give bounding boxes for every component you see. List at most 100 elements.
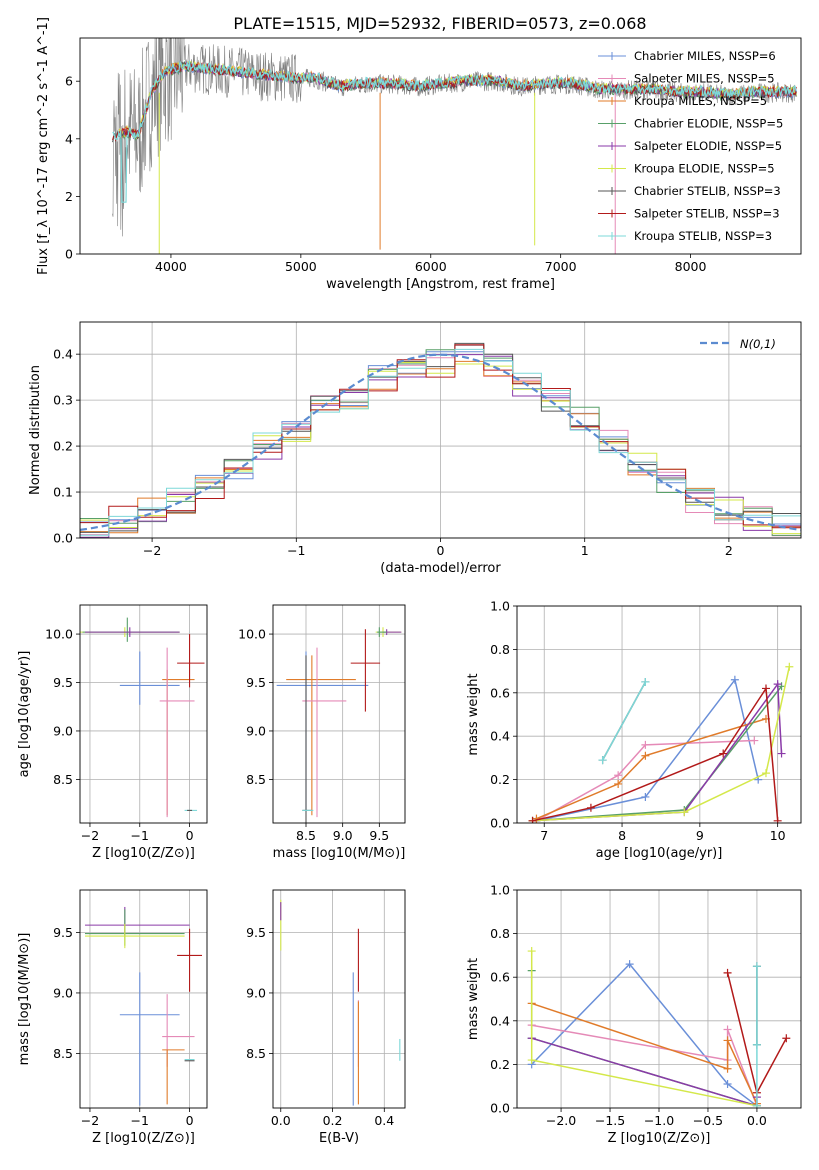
x-tick-label: 0 xyxy=(437,543,445,558)
data-point xyxy=(614,779,623,788)
x-tick-label: 7000 xyxy=(545,259,577,274)
data-point xyxy=(730,675,739,684)
y-tick-label: 0.4 xyxy=(490,729,510,744)
x-tick-label: 0 xyxy=(186,1113,194,1128)
series-kroupa-miles xyxy=(531,1002,758,1104)
x-tick-label: 8 xyxy=(618,828,626,843)
legend-label-gaussian: N(0,1) xyxy=(740,337,776,351)
y-tick-label: 8.5 xyxy=(53,772,73,787)
y-tick-label: 0.2 xyxy=(53,439,73,454)
y-tick-label: 9.5 xyxy=(53,675,73,690)
data-point xyxy=(752,1040,761,1049)
data-point xyxy=(785,662,794,671)
x-tick-label: 0 xyxy=(186,828,194,843)
x-tick-label: −2.0 xyxy=(546,1113,576,1128)
legend-label: Kroupa MILES, NSSP=5 xyxy=(634,94,767,108)
y-axis-label: mass weight xyxy=(466,673,481,755)
x-tick-label: 0.2 xyxy=(323,1113,343,1128)
plot-area xyxy=(273,605,405,823)
data-point xyxy=(777,749,786,758)
series-kroupa-stelib xyxy=(601,681,647,761)
data-point xyxy=(773,680,782,689)
y-tick-label: 0.2 xyxy=(490,772,510,787)
y-axis-label: mass weight xyxy=(466,958,481,1040)
y-tick-label: 0.2 xyxy=(490,1057,510,1072)
plot-area xyxy=(273,890,405,1108)
y-tick-label: 8.5 xyxy=(53,1046,73,1061)
y-axis-label: age [log10(age/yr)] xyxy=(17,651,32,778)
y-tick-label: 0.0 xyxy=(490,1101,510,1116)
x-tick-label: 7 xyxy=(540,828,548,843)
series-salpeter-miles xyxy=(531,1024,758,1107)
legend-label: Salpeter ELODIE, NSSP=5 xyxy=(634,139,782,153)
x-tick-label: 10 xyxy=(770,828,786,843)
x-axis-label: Z [log10(Z/Z⊙)] xyxy=(92,1131,195,1146)
legend-label: Chabrier ELODIE, NSSP=5 xyxy=(634,117,783,131)
y-tick-label: 0.0 xyxy=(490,816,510,831)
x-tick-label: 6000 xyxy=(415,259,447,274)
data-point xyxy=(719,749,728,758)
x-axis-label: Z [log10(Z/Z⊙)] xyxy=(92,846,195,861)
data-point xyxy=(761,684,770,693)
x-axis-label: Z [log10(Z/Z⊙)] xyxy=(608,1131,711,1146)
data-point xyxy=(752,962,761,971)
data-point xyxy=(752,1101,761,1108)
y-tick-label: 10.0 xyxy=(45,627,73,642)
data-point xyxy=(641,740,650,749)
axes-frame xyxy=(79,889,208,1109)
x-tick-label: −1 xyxy=(131,1113,149,1128)
x-axis-label: (data-model)/error xyxy=(380,561,501,576)
x-tick-label: −1 xyxy=(131,828,149,843)
axes-frame xyxy=(79,37,802,255)
series-chabrier-elodie xyxy=(530,970,758,1107)
x-tick-label: 0.0 xyxy=(271,1113,291,1128)
axes-frame xyxy=(79,604,208,824)
legend-label: Salpeter MILES, NSSP=5 xyxy=(634,72,775,86)
axes-frame xyxy=(272,889,406,1109)
x-axis-label: E(B-V) xyxy=(319,1131,359,1146)
weight-vs-metallicity-panel: −2.0 −1.5 −1.0 −0.5 0.0 0.0 0.2 0.4 0.6 0.8 1.0 Z [… xyxy=(466,883,802,1146)
data-point xyxy=(680,808,689,817)
data-point xyxy=(598,756,607,765)
x-axis-label: wavelength [Angstrom, rest frame] xyxy=(326,277,555,292)
legend-label: Kroupa ELODIE, NSSP=5 xyxy=(634,162,775,176)
data-point xyxy=(723,1025,732,1034)
y-tick-label: 10.0 xyxy=(238,627,266,642)
x-tick-label: −2 xyxy=(143,543,161,558)
x-tick-label: 8000 xyxy=(675,259,707,274)
y-axis-label: mass [log10(M/M⊙)] xyxy=(17,933,32,1066)
y-tick-label: 8.5 xyxy=(246,772,266,787)
x-tick-label: 9.0 xyxy=(333,828,353,843)
x-tick-label: 0.0 xyxy=(747,1113,767,1128)
plot-area xyxy=(517,606,801,823)
data-point xyxy=(527,1056,536,1065)
x-tick-label: 8.5 xyxy=(296,828,316,843)
data-point xyxy=(723,968,732,977)
y-tick-label: 0.4 xyxy=(53,347,73,362)
y-tick-label: 9.0 xyxy=(53,985,73,1000)
mass-vs-ebv-panel: 0.0 0.2 0.4 8.5 9.0 9.5 E(B-V) xyxy=(246,889,406,1146)
x-tick-label: −0.5 xyxy=(693,1113,723,1128)
axes-frame xyxy=(516,889,802,1109)
y-tick-label: 9.5 xyxy=(246,675,266,690)
y-tick-label: 1.0 xyxy=(490,599,510,614)
x-tick-label: −2 xyxy=(81,828,99,843)
y-tick-label: 0 xyxy=(65,247,73,262)
y-tick-label: 9.5 xyxy=(53,925,73,940)
series-salpeter-elodie xyxy=(531,1037,758,1107)
plot-area xyxy=(80,605,207,823)
x-tick-label: −1.0 xyxy=(644,1113,674,1128)
axes-frame xyxy=(272,604,406,824)
y-tick-label: 4 xyxy=(65,131,73,146)
plot-area xyxy=(517,890,801,1108)
legend-label: Chabrier STELIB, NSSP=3 xyxy=(634,184,781,198)
data-point xyxy=(527,947,536,956)
data-point xyxy=(782,1034,791,1043)
x-axis-label: age [log10(age/yr)] xyxy=(596,846,723,861)
y-axis-label: Flux [f_λ 10^-17 erg cm^-2 s^-1 A^-1] xyxy=(36,17,51,275)
y-tick-label: 0.8 xyxy=(490,926,510,941)
data-point xyxy=(761,769,770,778)
data-point xyxy=(586,803,595,812)
x-tick-label: 5000 xyxy=(285,259,317,274)
spectrum-panel: 4000 5000 6000 7000 8000 0 2 4 6 wavelength [Angs… xyxy=(36,17,802,292)
